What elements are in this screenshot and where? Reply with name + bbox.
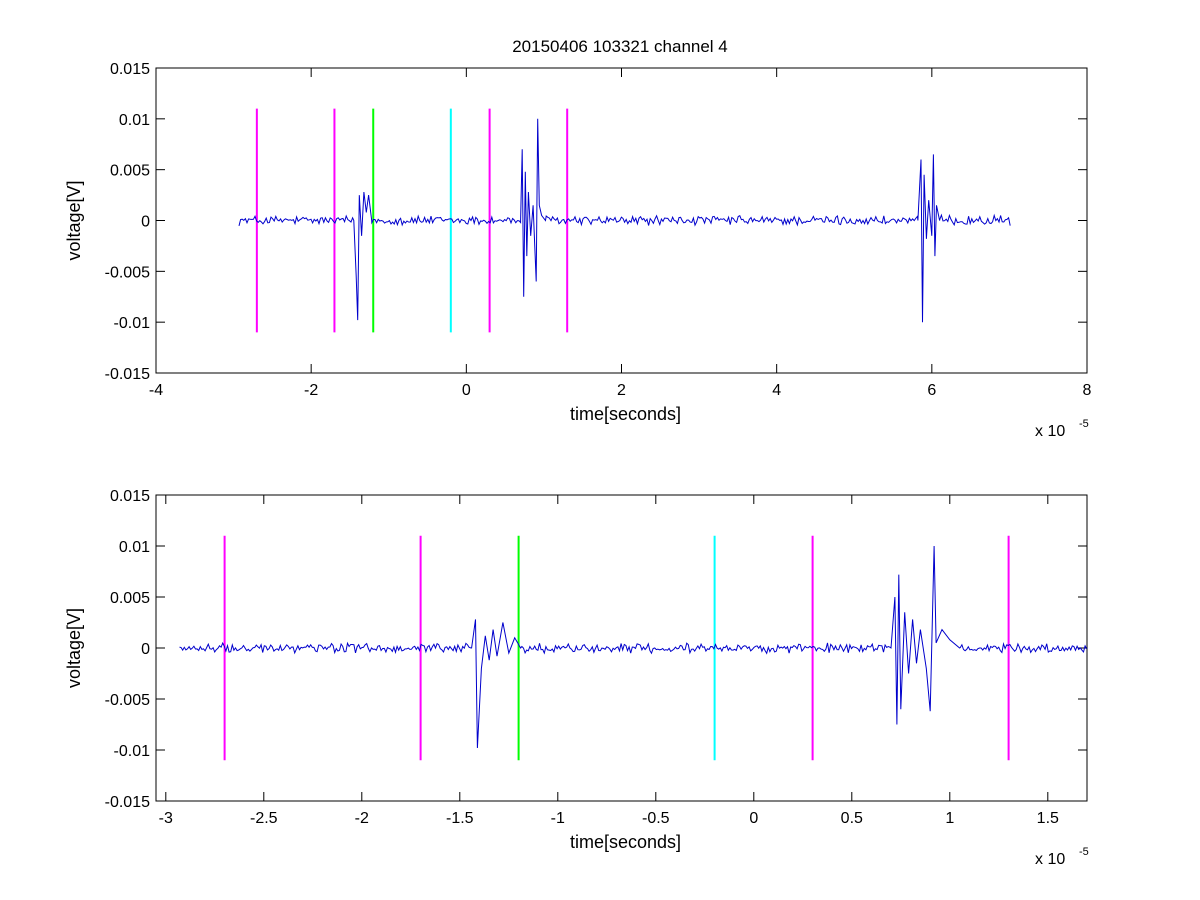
x-tick-label: -2 <box>304 382 318 399</box>
x-tick-label: 8 <box>1083 382 1092 399</box>
x-tick-label: -4 <box>149 382 163 399</box>
x-multiplier-exponent: -5 <box>1079 418 1089 430</box>
x-tick-label: 1 <box>945 810 954 827</box>
x-tick-label: 2 <box>617 382 626 399</box>
y-tick-label: -0.015 <box>105 366 150 383</box>
y-axis-label: voltage[V] <box>64 180 84 260</box>
x-tick-label: 0.5 <box>841 810 863 827</box>
x-axis-label: time[seconds] <box>570 404 681 424</box>
x-axis-label: time[seconds] <box>570 832 681 852</box>
plot-area <box>155 494 1088 802</box>
x-multiplier-exponent: -5 <box>1079 846 1089 858</box>
x-tick-label: -1.5 <box>446 810 474 827</box>
y-tick-label: 0.005 <box>110 163 150 180</box>
bottom-plot: -3 -2.5 -2 -1.5 -1 -0.5 0 0.5 1 1.5 -0.015 -0.01 -0.… <box>64 488 1089 868</box>
y-tick-label: -0.015 <box>105 794 150 811</box>
y-tick-label: 0 <box>141 214 150 231</box>
x-tick-label: 0 <box>462 382 471 399</box>
y-tick-label: -0.01 <box>114 743 151 760</box>
x-tick-label: -2 <box>355 810 369 827</box>
x-multiplier: x 10 <box>1035 423 1065 440</box>
x-tick-label: -3 <box>159 810 173 827</box>
y-tick-label: 0.015 <box>110 61 150 78</box>
y-tick-label: 0.015 <box>110 488 150 505</box>
chart-title: 20150406 103321 channel 4 <box>512 37 728 56</box>
y-tick-label: -0.01 <box>114 315 151 332</box>
x-tick-label: -1 <box>551 810 565 827</box>
x-multiplier: x 10 <box>1035 851 1065 868</box>
signal-trace <box>238 118 1011 323</box>
y-tick-label: -0.005 <box>105 264 150 281</box>
signal-trace <box>179 545 1088 749</box>
x-tick-label: 0 <box>749 810 758 827</box>
x-tick-label: 6 <box>927 382 936 399</box>
x-tick-label: 4 <box>772 382 781 399</box>
x-tick-label: -2.5 <box>250 810 278 827</box>
y-tick-label: 0 <box>141 641 150 658</box>
y-tick-label: 0.01 <box>119 112 150 129</box>
x-tick-label: 1.5 <box>1037 810 1059 827</box>
y-tick-label: 0.005 <box>110 590 150 607</box>
top-plot: -4 -2 0 2 4 6 8 -0.015 -0.01 -0.005 0 0.005 0.01 0.01… <box>64 61 1092 440</box>
y-tick-label: 0.01 <box>119 539 150 556</box>
x-tick-label: -0.5 <box>642 810 670 827</box>
y-axis-label: voltage[V] <box>64 608 84 688</box>
y-tick-label: -0.005 <box>105 692 150 709</box>
